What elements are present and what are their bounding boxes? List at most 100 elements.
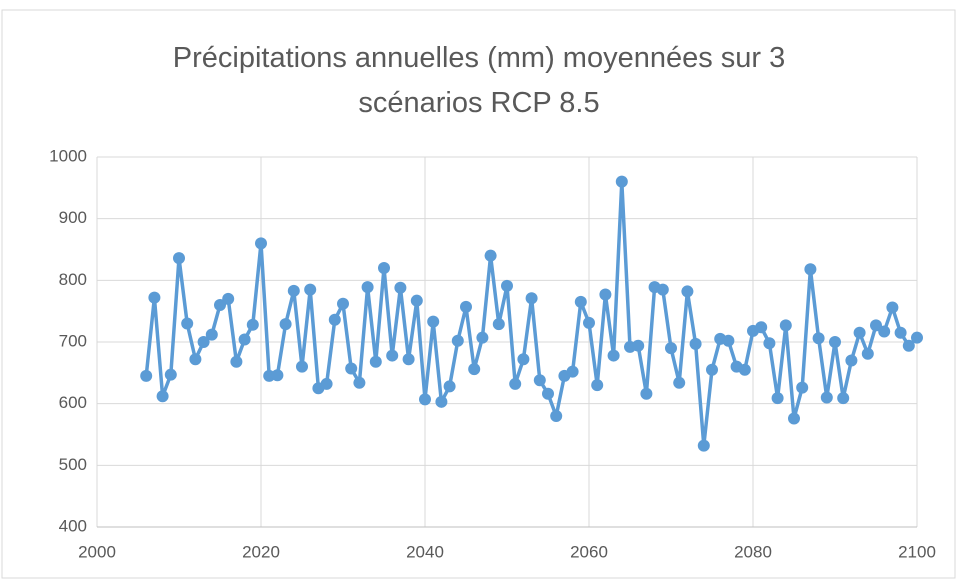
data-point: [246, 318, 259, 331]
data-point: [492, 318, 505, 331]
chart-title: Précipitations annuelles (mm) moyennées …: [172, 42, 786, 119]
data-point: [804, 263, 817, 276]
data-point: [337, 297, 349, 310]
data-point: [148, 291, 161, 304]
chart-border: [1, 9, 956, 579]
data-point: [820, 391, 833, 404]
data-point: [771, 392, 784, 405]
data-point: [566, 365, 579, 378]
data-point: [615, 175, 628, 188]
data-point: [214, 299, 226, 311]
y-tick-label: 500: [59, 455, 87, 474]
data-point: [410, 294, 423, 307]
data-point: [706, 363, 718, 376]
data-point: [386, 349, 399, 362]
data-point: [894, 326, 907, 339]
data-point: [140, 369, 153, 382]
data-point: [722, 334, 735, 347]
data-point: [517, 353, 530, 366]
x-tick-label: 2080: [734, 542, 772, 561]
data-point: [583, 316, 595, 329]
data-point: [861, 347, 874, 360]
data-point: [697, 439, 710, 452]
data-point: [870, 319, 882, 332]
data-point: [542, 387, 554, 400]
data-point: [205, 328, 218, 341]
data-point: [738, 363, 751, 376]
data-point: [878, 325, 891, 338]
data-point: [673, 376, 686, 389]
data-point: [509, 377, 522, 390]
data-point: [591, 379, 604, 392]
data-point: [451, 334, 464, 347]
data-point: [788, 412, 800, 425]
data-point: [271, 369, 284, 382]
data-point: [156, 390, 169, 403]
y-tick-label: 1000: [49, 146, 87, 165]
data-point: [845, 354, 858, 367]
data-point: [837, 392, 850, 405]
data-point: [181, 317, 194, 330]
data-point: [460, 300, 472, 313]
data-point: [853, 326, 866, 339]
data-point: [501, 279, 513, 292]
x-tick-label: 2100: [898, 542, 936, 561]
data-point: [320, 377, 333, 390]
data-point: [574, 295, 587, 308]
data-point: [755, 321, 768, 334]
data-point: [689, 337, 702, 350]
data-point: [779, 319, 792, 332]
y-tick-label: 600: [59, 393, 87, 412]
data-point: [763, 337, 776, 350]
data-point: [533, 374, 546, 387]
data-point: [476, 331, 489, 344]
data-point: [427, 315, 440, 328]
data-point: [296, 360, 308, 373]
data-point: [665, 342, 677, 355]
y-tick-label: 700: [59, 331, 87, 350]
data-point: [345, 362, 358, 375]
data-point: [255, 237, 267, 250]
x-tick-label: 2040: [406, 542, 444, 561]
data-point: [435, 395, 448, 408]
data-point: [402, 353, 415, 366]
data-point: [550, 410, 563, 422]
y-tick-label: 900: [59, 208, 87, 227]
data-point: [353, 376, 366, 389]
data-point: [287, 284, 300, 297]
data-point: [197, 336, 210, 348]
data-point: [681, 285, 694, 298]
data-point: [189, 353, 202, 366]
data-point: [484, 249, 497, 262]
data-point: [911, 331, 923, 344]
data-point: [378, 262, 390, 274]
data-point: [419, 393, 431, 406]
data-point: [656, 283, 669, 296]
data-point: [829, 336, 841, 348]
data-point: [173, 252, 185, 265]
series-line: [144, 179, 919, 448]
data-point: [222, 292, 235, 305]
data-point: [443, 380, 456, 393]
data-point: [886, 301, 899, 314]
data-point: [361, 281, 374, 294]
data-point: [599, 288, 612, 301]
y-tick-label: 800: [59, 270, 87, 289]
data-point: [164, 368, 177, 381]
data-point: [632, 339, 645, 352]
data-point: [812, 332, 825, 345]
data-point: [796, 381, 809, 394]
data-point: [328, 313, 341, 326]
data-point: [394, 281, 407, 294]
data-point: [640, 387, 653, 400]
data-point: [607, 349, 620, 362]
x-tick-label: 2060: [570, 542, 608, 561]
data-point: [468, 363, 481, 376]
y-tick-label: 400: [59, 516, 87, 535]
data-point: [230, 355, 243, 368]
data-point: [369, 355, 382, 368]
data-point: [279, 318, 292, 331]
data-point: [238, 333, 251, 346]
